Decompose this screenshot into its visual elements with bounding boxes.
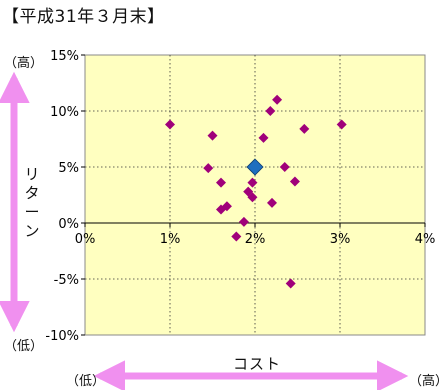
data-points (165, 94, 347, 289)
data-point (207, 130, 218, 141)
data-point (265, 106, 276, 116)
data-point (267, 197, 277, 208)
data-point (272, 94, 283, 105)
highlight-point (246, 158, 264, 176)
data-point (216, 177, 226, 188)
data-point (289, 176, 300, 187)
x-tick-label: 1% (160, 232, 181, 247)
highlight-diamond (246, 158, 264, 176)
y-tick-label: 10% (50, 105, 79, 120)
data-point (299, 123, 310, 134)
x-tick-label: 4% (415, 232, 436, 247)
y-axis-label-char: ー (24, 203, 40, 221)
high-label-right: （高） (409, 374, 443, 389)
y-axis-label-char: リ (24, 165, 40, 183)
data-point (231, 231, 242, 242)
y-axis-label: リターン (24, 165, 40, 241)
low-label-bottom: （低） (66, 374, 106, 389)
y-tick-label: 15% (50, 49, 79, 64)
data-point (165, 119, 175, 130)
data-point (285, 278, 296, 289)
y-axis-label-char: タ (24, 184, 40, 202)
data-point (203, 163, 214, 174)
x-axis-label: コスト (233, 355, 282, 373)
y-tick-label: 0% (58, 217, 79, 232)
y-axis-label-char: ン (24, 222, 40, 240)
data-point (247, 177, 258, 188)
data-point (247, 192, 258, 203)
low-label-left: （低） (4, 339, 44, 354)
data-point (221, 201, 232, 212)
y-tick-label: 5% (58, 161, 79, 176)
data-point (258, 132, 269, 143)
x-tick-label: 0% (75, 232, 96, 247)
y-tick-label: -5% (54, 273, 79, 288)
axis-ticks: 15% 10% 5% 0% -5% -10% 0% 1% 2% 3% 4% (45, 49, 435, 344)
data-point (336, 119, 347, 130)
high-label-top: （高） (4, 56, 44, 71)
x-tick-label: 2% (245, 232, 266, 247)
data-point (279, 162, 290, 172)
chart-title: 【平成31年３月末】 (2, 7, 165, 27)
x-tick-label: 3% (330, 232, 351, 247)
data-point (238, 216, 249, 227)
y-tick-label: -10% (45, 329, 79, 344)
